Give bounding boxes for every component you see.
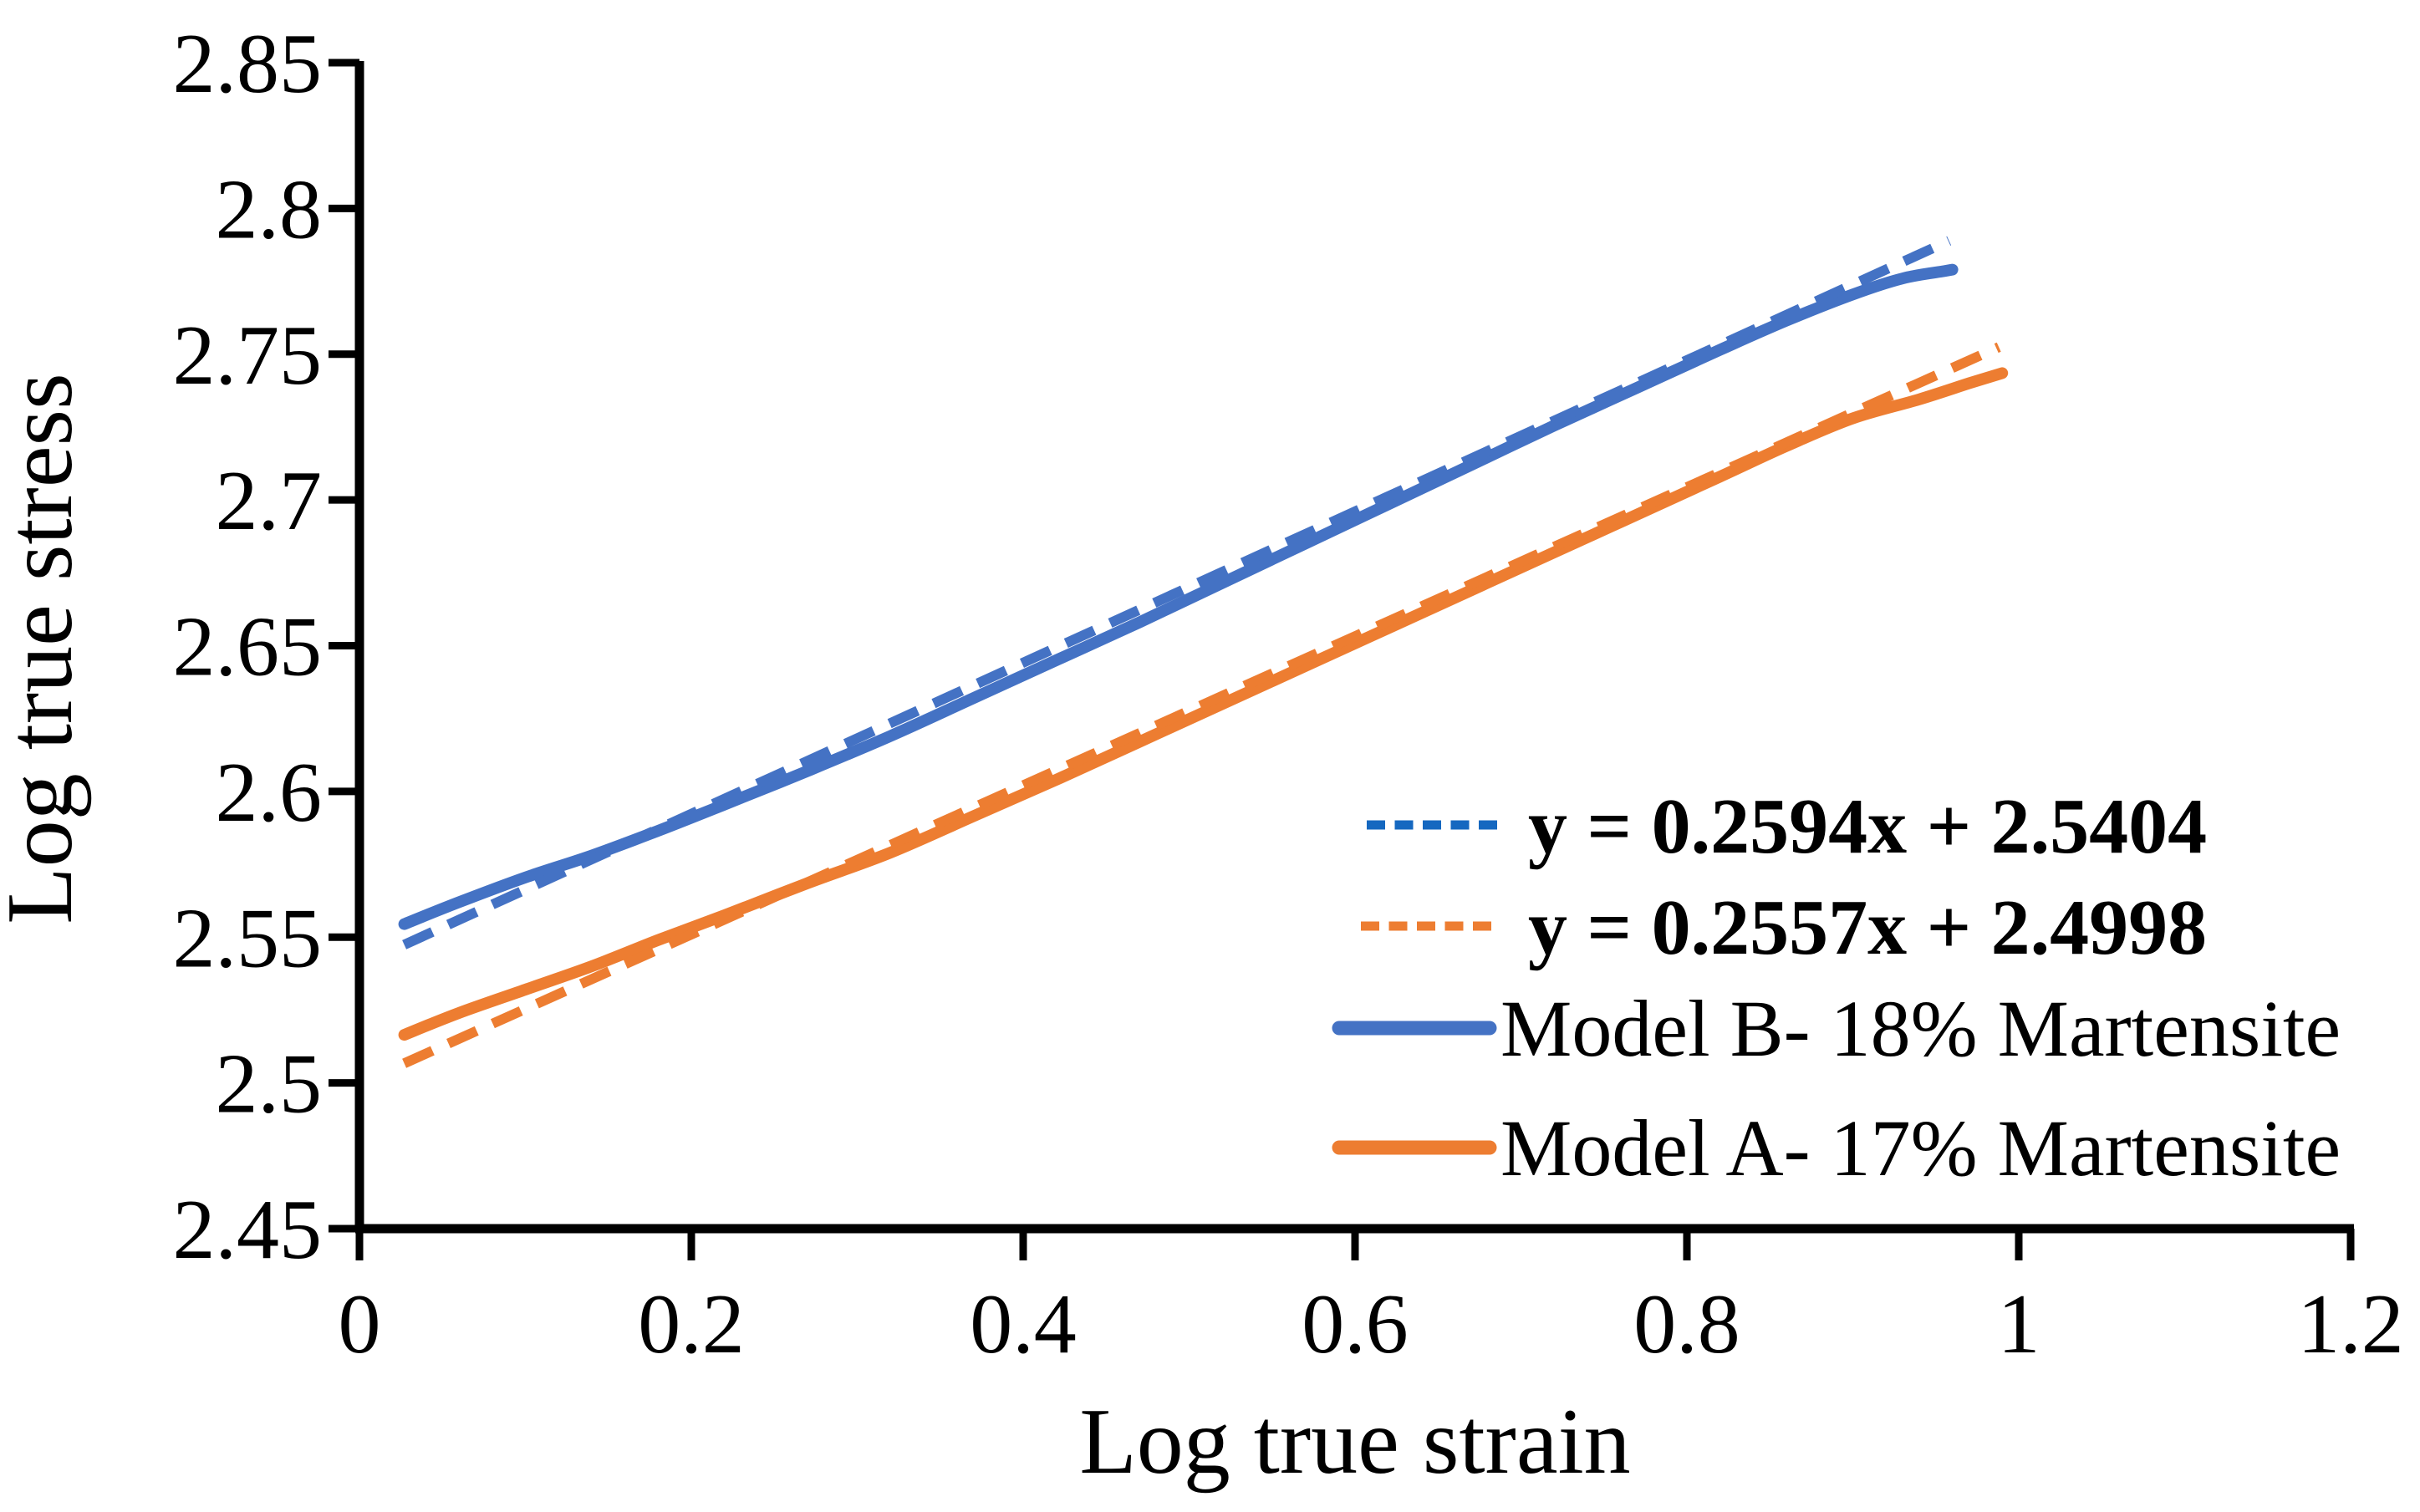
legend-label: Model A- 17% Martensite	[1500, 1103, 2341, 1193]
legend-label: y = 0.2557x + 2.4998	[1528, 884, 2207, 971]
x-tick-label: 1.2	[2297, 1277, 2404, 1372]
legend-label: Model B- 18% Martensite	[1500, 984, 2341, 1073]
y-tick-label: 2.8	[216, 162, 323, 257]
y-tick-label: 2.65	[173, 600, 323, 695]
y-tick-label: 2.75	[173, 308, 323, 403]
legend-label: y = 0.2594x + 2.5404	[1528, 783, 2207, 870]
x-tick-label: 0.8	[1633, 1277, 1740, 1372]
x-axis-title: Log true strain	[1079, 1390, 1630, 1494]
y-tick-label: 2.85	[173, 17, 323, 111]
y-tick-label: 2.45	[173, 1183, 323, 1277]
y-tick-label: 2.7	[216, 454, 323, 548]
x-tick-label: 1	[1998, 1277, 2040, 1372]
x-tick-label: 0.6	[1302, 1277, 1409, 1372]
trendline-0	[402, 236, 1952, 949]
x-tick-label: 0.2	[638, 1277, 745, 1372]
x-tick-label: 0	[339, 1277, 381, 1372]
y-tick-label: 2.55	[173, 891, 323, 985]
trendline-1	[402, 342, 2001, 1068]
y-axis-title: Log true stress	[0, 373, 92, 924]
y-tick-label: 2.5	[216, 1037, 323, 1132]
x-tick-label: 0.4	[970, 1277, 1077, 1372]
y-tick-label: 2.6	[216, 746, 323, 840]
